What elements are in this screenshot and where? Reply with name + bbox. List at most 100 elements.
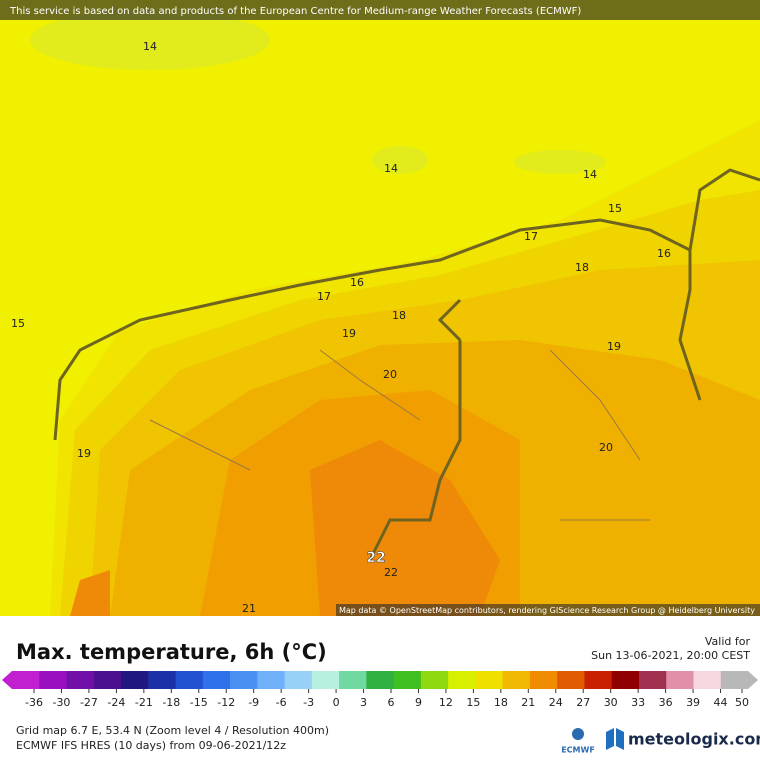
scale-cell <box>366 671 395 689</box>
cool-zone <box>514 150 606 174</box>
scale-tick-label: 9 <box>415 696 422 709</box>
scale-tick-label: 3 <box>360 696 367 709</box>
scale-cell <box>202 671 231 689</box>
scale-tick-label: 15 <box>466 696 480 709</box>
scale-tick-label: -15 <box>190 696 208 709</box>
scale-tick-label: 50 <box>735 696 749 709</box>
grid-info: Grid map 6.7 E, 53.4 N (Zoom level 4 / R… <box>16 724 329 737</box>
scale-tick-label: -21 <box>135 696 153 709</box>
scale-cell <box>448 671 476 689</box>
cool-zone <box>30 10 270 70</box>
contour-label: 22 <box>384 566 398 579</box>
scale-tick-label: -18 <box>162 696 180 709</box>
color-scale: -36 -30 -27 -24 -21 -18 -15 -12 -9 -6 -3 0 3 6 9 12 15 18… <box>2 671 758 709</box>
scale-cell <box>121 671 149 689</box>
scale-tick-label: 24 <box>549 696 563 709</box>
scale-cell <box>284 671 313 689</box>
scale-cell <box>557 671 585 689</box>
scale-tick-label: 33 <box>631 696 645 709</box>
attribution-bar <box>336 604 760 616</box>
scale-cell <box>148 671 177 689</box>
scale-cell <box>311 671 340 689</box>
scale-tick-label: 0 <box>333 696 340 709</box>
scale-cell <box>720 671 749 689</box>
contour-label: 17 <box>524 230 538 243</box>
scale-tick-label: 18 <box>494 696 508 709</box>
map: This service is based on data and produc… <box>0 0 760 616</box>
scale-cell <box>611 671 640 689</box>
scale-cell <box>420 671 449 689</box>
scale-tick-label: 44 <box>714 696 728 709</box>
contour-label: 19 <box>77 447 91 460</box>
scale-cell <box>502 671 531 689</box>
notice: This service is based on data and produc… <box>9 6 581 17</box>
scale-tick-label: -12 <box>217 696 235 709</box>
contour-label: 19 <box>342 327 356 340</box>
scale-cell <box>393 671 422 689</box>
scale-tick-label: -36 <box>25 696 43 709</box>
scale-tick-label: -30 <box>52 696 70 709</box>
scale-cell <box>12 671 40 689</box>
contour-label: 14 <box>384 162 398 175</box>
scale-tick-label: 27 <box>576 696 590 709</box>
scale-cell <box>66 671 95 689</box>
zone-22 <box>310 440 500 616</box>
coastline <box>53 168 760 441</box>
ecmwf-label: ECMWF <box>561 746 595 755</box>
scale-tick-label: 21 <box>521 696 535 709</box>
contour-label: 15 <box>608 202 622 215</box>
contour-label: 21 <box>242 602 256 615</box>
contour-label: 18 <box>392 309 406 322</box>
scale-cell <box>475 671 504 689</box>
scale-cell <box>529 671 558 689</box>
zone-22 <box>70 570 110 616</box>
brand-logo[interactable] <box>606 728 624 750</box>
brand[interactable]: meteologix.com <box>628 730 760 749</box>
ecmwf-logo <box>572 728 584 740</box>
scale-tick-label: -27 <box>80 696 98 709</box>
scale-tick-label: -9 <box>248 696 259 709</box>
scale-cell <box>230 671 258 689</box>
scale-cell <box>93 671 122 689</box>
model-info: ECMWF IFS HRES (10 days) from 09-06-2021… <box>16 739 286 752</box>
contour-label: 15 <box>11 317 25 330</box>
scale-cell <box>584 671 613 689</box>
border <box>368 298 462 561</box>
scale-cell <box>257 671 286 689</box>
scale-cell <box>39 671 68 689</box>
scale-cell <box>666 671 694 689</box>
scale-tick-label: 12 <box>439 696 453 709</box>
valid-label: Valid for <box>705 635 751 648</box>
contour-label: 14 <box>583 168 597 181</box>
scale-tick-label: 30 <box>604 696 618 709</box>
valid-time: Sun 13-06-2021, 20:00 CEST <box>591 649 750 662</box>
scale-tick-label: -6 <box>276 696 287 709</box>
scale-tick-label: -3 <box>303 696 314 709</box>
legend-title: Max. temperature, 6h (°C) <box>16 640 327 664</box>
attribution: Map data © OpenStreetMap contributors, r… <box>339 606 755 615</box>
contour-label: 20 <box>383 368 397 381</box>
scale-cell <box>693 671 722 689</box>
scale-arrow <box>748 671 758 689</box>
contour-label: 16 <box>350 276 364 289</box>
scale-arrow <box>2 671 12 689</box>
notice-bar <box>0 0 760 20</box>
contour-label: 18 <box>575 261 589 274</box>
contour-label: 16 <box>657 247 671 260</box>
contour-label: 19 <box>607 340 621 353</box>
region-border <box>149 349 650 521</box>
scale-tick-label: 39 <box>686 696 700 709</box>
contour-label: 22 <box>366 550 385 566</box>
scale-tick-label: -24 <box>107 696 125 709</box>
cool-zone <box>372 146 428 174</box>
scale-tick-label: 36 <box>659 696 673 709</box>
scale-cell <box>339 671 367 689</box>
scale-tick-label: 6 <box>388 696 395 709</box>
contour-label: 17 <box>317 290 331 303</box>
scale-cell <box>175 671 204 689</box>
contour-label: 20 <box>599 441 613 454</box>
scale-cell <box>638 671 667 689</box>
